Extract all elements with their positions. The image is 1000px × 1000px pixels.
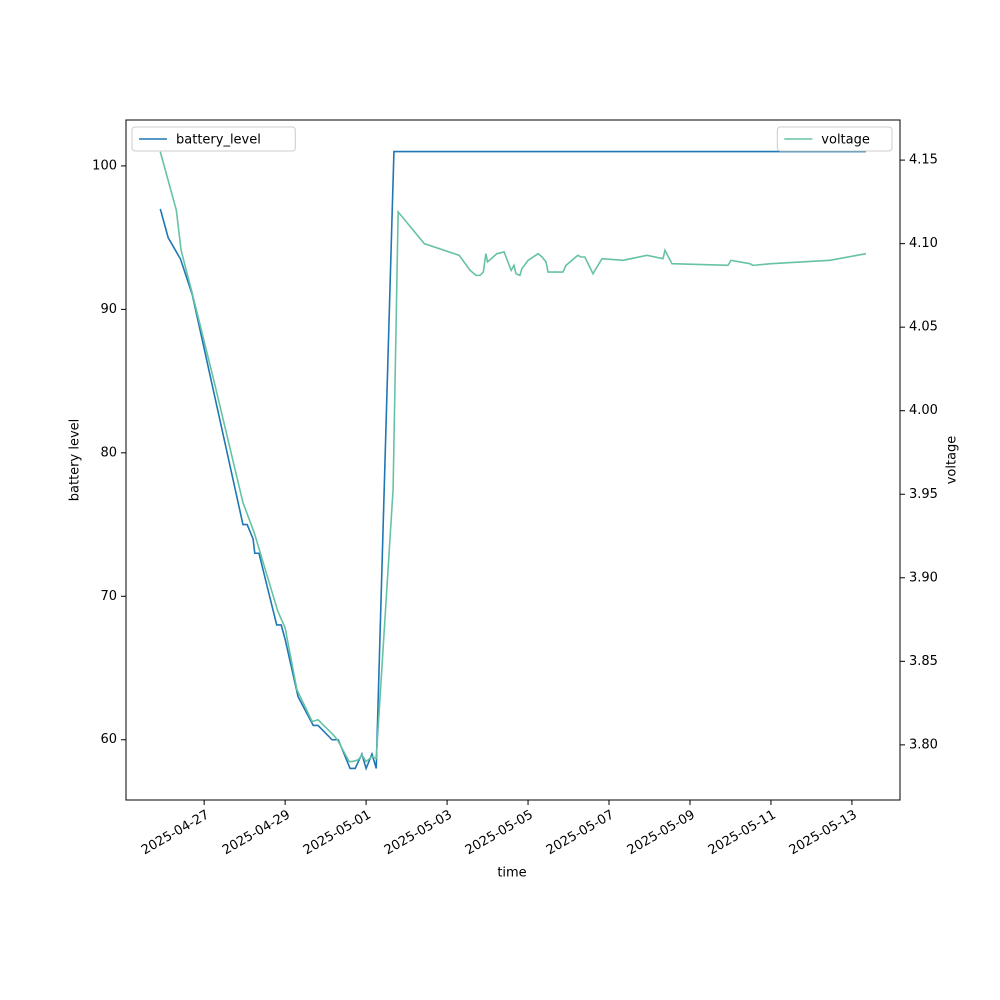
series-line — [159, 151, 867, 763]
legend-label: voltage — [821, 133, 870, 148]
y-tick-label: 70 — [100, 589, 117, 604]
y2-tick-label: 4.05 — [909, 320, 938, 335]
legend-label: battery_level — [176, 133, 261, 148]
y2-axis-label: voltage — [945, 436, 960, 485]
y-tick-label: 90 — [100, 302, 117, 317]
legend-box — [776, 126, 893, 152]
y2-tick-label: 4.10 — [909, 236, 938, 251]
y-tick-label: 60 — [100, 732, 117, 747]
y-tick-label: 100 — [92, 158, 117, 173]
plot-frame — [125, 119, 901, 801]
y-tick-label: 80 — [100, 445, 117, 460]
y2-tick-label: 3.90 — [909, 570, 938, 585]
y-axis-label: battery level — [68, 419, 83, 502]
y2-tick-label: 3.95 — [909, 487, 938, 502]
y2-tick-label: 4.00 — [909, 403, 938, 418]
y2-tick-label: 3.80 — [909, 737, 938, 752]
y2-tick-label: 3.85 — [909, 654, 938, 669]
legend-box — [131, 126, 296, 152]
y2-tick-label: 4.15 — [909, 153, 938, 168]
x-axis-label: time — [497, 866, 526, 881]
